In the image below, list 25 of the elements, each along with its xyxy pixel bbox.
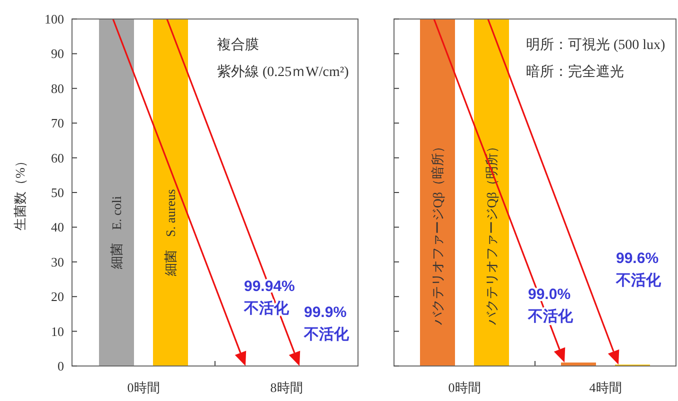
y-tick-label: 10 — [51, 324, 64, 339]
x-tick-label: 0時間 — [448, 380, 481, 395]
y-tick-label: 70 — [51, 116, 64, 131]
y-tick-label: 40 — [51, 220, 64, 235]
annotation: 明所：可視光 (500 lux) — [526, 37, 666, 53]
y-tick-label: 0 — [58, 358, 64, 374]
y-axis-title: 生菌数（%） — [12, 154, 28, 230]
series-label: 細菌 E. coli — [109, 196, 124, 270]
annotation: 暗所：完全遮光 — [526, 64, 624, 80]
annotation: 99.9% 不活化 — [303, 304, 350, 343]
y-tick-label: 100 — [44, 12, 64, 26]
series-label: 細菌 S. aureus — [163, 189, 178, 277]
annotation: 複合膜 — [217, 37, 259, 53]
y-tick-label: 30 — [51, 254, 64, 270]
y-tick-label: 60 — [51, 150, 64, 166]
y-tick-label: 50 — [51, 185, 64, 200]
x-tick-label: 4時間 — [589, 380, 622, 395]
y-tick-label: 80 — [51, 80, 64, 96]
y-tick-label: 20 — [51, 289, 64, 304]
x-tick-label: 0時間 — [127, 380, 160, 395]
x-tick-label: 8時間 — [270, 380, 303, 395]
annotation: 紫外線 (0.25ｍW/cm²) — [217, 64, 350, 80]
y-tick-label: 90 — [51, 46, 64, 62]
annotation: 99.6% 不活化 — [615, 250, 662, 289]
series-label: バクテリオファージQβ（暗所） — [430, 140, 445, 326]
